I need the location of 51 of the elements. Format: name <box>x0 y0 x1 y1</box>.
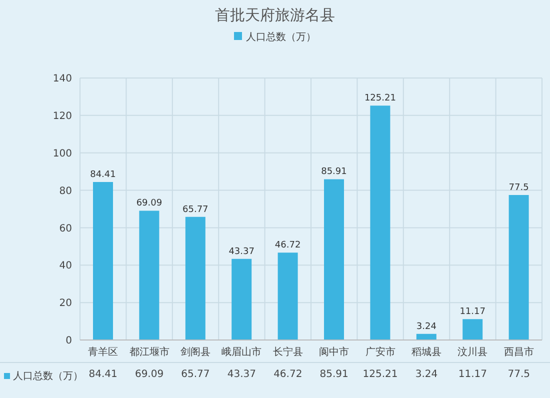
y-tick-label: 20 <box>59 298 72 310</box>
text: 人口总数（万） <box>13 371 83 382</box>
text: 85.91 <box>318 369 350 380</box>
bar <box>416 334 436 340</box>
text: 84.41 <box>88 369 118 380</box>
y-tick-label: 140 <box>52 74 72 85</box>
x-tick-label: 都江堰市 <box>129 346 170 358</box>
y-tick-label: 80 <box>59 186 72 197</box>
bar <box>370 106 390 340</box>
bar <box>462 319 483 340</box>
bar <box>139 210 160 340</box>
x-tick-label: 峨眉山市 <box>222 346 262 358</box>
y-tick-label: 0 <box>66 336 72 347</box>
bar <box>508 194 529 340</box>
text: 125.21 <box>362 369 399 380</box>
x-tick-label: 广安市 <box>365 346 396 358</box>
x-tick-label: 长宁县 <box>272 346 303 358</box>
y-tick-label: 100 <box>52 148 72 160</box>
data-label: 85.91 <box>321 167 347 178</box>
bar <box>278 252 298 340</box>
data-label: 11.17 <box>460 307 486 318</box>
text: 11.17 <box>457 369 488 380</box>
data-label: 125.21 <box>364 94 396 104</box>
data-label: 77.5 <box>508 182 529 193</box>
text: 65.77 <box>180 369 211 380</box>
text: 43.37 <box>226 369 257 380</box>
bar <box>93 182 113 340</box>
bar <box>185 216 206 340</box>
data-label: 46.72 <box>274 240 301 251</box>
x-tick-label: 剑阁县 <box>180 346 210 358</box>
data-label: 43.37 <box>228 246 254 257</box>
x-tick-label: 阆中市 <box>319 346 350 358</box>
text: 3.24 <box>414 369 439 380</box>
x-tick-label: 汶川县 <box>458 346 488 358</box>
data-label: 84.41 <box>90 170 116 180</box>
x-tick-label: 西昌市 <box>504 346 534 358</box>
chart-title: 首批天府旅游名县 <box>214 6 336 25</box>
data-label: 65.77 <box>182 204 208 215</box>
y-tick-label: 40 <box>59 260 72 272</box>
text: 69.09 <box>134 369 165 380</box>
y-tick-label: 120 <box>52 110 72 122</box>
legend-label: 人口总数（万） <box>245 32 316 43</box>
text: 77.5 <box>506 369 532 380</box>
y-tick-label: 60 <box>59 223 72 234</box>
bar <box>324 179 344 340</box>
bar <box>232 258 252 340</box>
x-tick-label: 稻城县 <box>412 346 442 358</box>
text: 46.72 <box>272 369 304 380</box>
data-label: 3.24 <box>416 322 437 332</box>
x-tick-label: 青羊区 <box>88 346 118 358</box>
data-label: 69.09 <box>136 198 162 209</box>
